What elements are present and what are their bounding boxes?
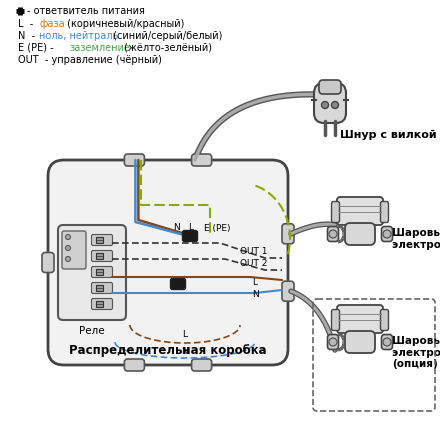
FancyBboxPatch shape	[381, 310, 389, 330]
FancyBboxPatch shape	[345, 223, 375, 245]
Circle shape	[383, 230, 391, 238]
FancyBboxPatch shape	[62, 231, 86, 269]
Text: OUT  - управление (чёрный): OUT - управление (чёрный)	[18, 55, 162, 65]
Text: ноль, нейтраль: ноль, нейтраль	[39, 31, 118, 41]
Text: OUT 2: OUT 2	[240, 259, 268, 269]
Text: Шаровый
электропривод 1: Шаровый электропривод 1	[392, 228, 440, 250]
Text: L: L	[183, 330, 187, 339]
FancyBboxPatch shape	[92, 266, 113, 277]
Circle shape	[331, 102, 338, 109]
FancyBboxPatch shape	[191, 359, 212, 371]
Text: (жёлто-зелёный): (жёлто-зелёный)	[121, 43, 212, 53]
FancyBboxPatch shape	[48, 160, 288, 365]
FancyBboxPatch shape	[282, 281, 294, 301]
FancyBboxPatch shape	[319, 80, 341, 94]
Text: N: N	[182, 347, 188, 356]
Text: Шнур с вилкой: Шнур с вилкой	[340, 130, 436, 140]
FancyBboxPatch shape	[327, 226, 338, 242]
FancyBboxPatch shape	[331, 310, 340, 330]
Text: (синий/серый/белый): (синий/серый/белый)	[110, 31, 222, 41]
Circle shape	[66, 234, 70, 239]
Circle shape	[329, 338, 337, 346]
Text: фаза: фаза	[39, 19, 65, 29]
FancyBboxPatch shape	[183, 231, 198, 242]
Text: OUT 1: OUT 1	[240, 247, 268, 256]
Circle shape	[329, 230, 337, 238]
FancyBboxPatch shape	[92, 234, 113, 245]
Text: заземление: заземление	[69, 43, 130, 53]
FancyBboxPatch shape	[282, 224, 294, 244]
Bar	[96, 285, 103, 291]
FancyBboxPatch shape	[381, 335, 392, 349]
FancyBboxPatch shape	[92, 283, 113, 294]
Text: Шаровый
электропривод 2
(опция): Шаровый электропривод 2 (опция)	[392, 336, 440, 369]
Circle shape	[66, 245, 70, 250]
Bar	[96, 269, 103, 275]
Text: E (PE) -: E (PE) -	[18, 43, 57, 53]
Text: Реле: Реле	[79, 326, 105, 336]
Text: L: L	[252, 278, 257, 287]
Text: E (PE): E (PE)	[204, 223, 231, 233]
Circle shape	[66, 256, 70, 261]
Circle shape	[322, 102, 329, 109]
FancyBboxPatch shape	[125, 359, 144, 371]
Circle shape	[383, 338, 391, 346]
FancyBboxPatch shape	[170, 278, 186, 289]
FancyBboxPatch shape	[92, 250, 113, 261]
Bar	[96, 253, 103, 259]
Bar	[96, 301, 103, 307]
FancyBboxPatch shape	[42, 253, 54, 272]
FancyBboxPatch shape	[345, 331, 375, 353]
Text: Распределительная коробка: Распределительная коробка	[69, 344, 267, 357]
FancyBboxPatch shape	[381, 201, 389, 222]
Text: N: N	[252, 290, 259, 299]
Bar	[96, 237, 103, 243]
Text: L: L	[188, 223, 194, 233]
FancyBboxPatch shape	[327, 335, 338, 349]
Text: N: N	[173, 223, 180, 233]
FancyBboxPatch shape	[381, 226, 392, 242]
FancyBboxPatch shape	[337, 305, 383, 333]
Text: (коричневый/красный): (коричневый/красный)	[64, 19, 184, 29]
Text: L  -: L -	[18, 19, 37, 29]
FancyBboxPatch shape	[92, 299, 113, 310]
Text: N  -: N -	[18, 31, 38, 41]
FancyBboxPatch shape	[125, 154, 144, 166]
FancyBboxPatch shape	[191, 154, 212, 166]
Text: - ответвитель питания: - ответвитель питания	[27, 6, 145, 16]
FancyBboxPatch shape	[331, 201, 340, 222]
FancyBboxPatch shape	[58, 225, 126, 320]
FancyBboxPatch shape	[337, 197, 383, 225]
FancyBboxPatch shape	[314, 83, 346, 123]
